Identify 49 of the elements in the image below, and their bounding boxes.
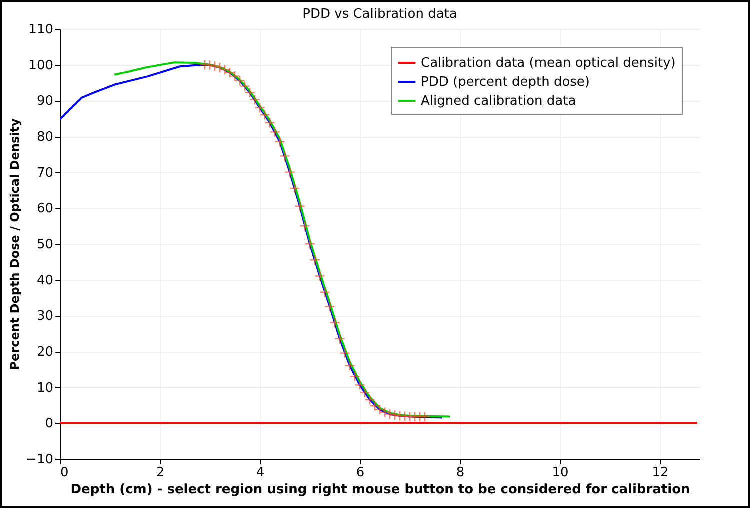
legend-label: Aligned calibration data bbox=[421, 94, 576, 109]
chart-title: PDD vs Calibration data bbox=[302, 7, 458, 22]
point bbox=[420, 411, 430, 422]
x-tick-label: 4 bbox=[256, 466, 265, 480]
y-tick-label: 100 bbox=[28, 58, 54, 74]
y-tick-label: 60 bbox=[36, 202, 54, 217]
point bbox=[210, 60, 220, 72]
point bbox=[390, 410, 400, 421]
legend-label: Calibration data (mean optical density) bbox=[421, 56, 676, 71]
y-tick-label: 40 bbox=[36, 273, 54, 288]
point bbox=[344, 360, 356, 372]
point bbox=[314, 270, 326, 282]
y-tick-label: 110 bbox=[28, 22, 54, 38]
point bbox=[204, 60, 216, 71]
y-tick-label: 20 bbox=[36, 345, 54, 360]
x-axis-title: Depth (cm) - select region using right mouse button to be considered for calibration bbox=[70, 482, 690, 498]
point bbox=[340, 348, 350, 359]
point bbox=[300, 220, 310, 232]
x-tick-label: 12 bbox=[652, 466, 669, 480]
point bbox=[294, 201, 306, 212]
y-tick-label: 80 bbox=[36, 130, 54, 145]
y-tick-label: −10 bbox=[26, 452, 54, 468]
y-tick-label: 0 bbox=[45, 416, 54, 432]
point bbox=[280, 150, 290, 162]
point bbox=[394, 410, 406, 422]
y-tick-label: 90 bbox=[36, 94, 54, 110]
y-tick-label: 10 bbox=[36, 380, 54, 396]
point bbox=[284, 166, 296, 178]
x-tick-label: 6 bbox=[356, 466, 365, 480]
point bbox=[310, 254, 320, 266]
point bbox=[320, 287, 330, 298]
point bbox=[324, 301, 336, 312]
x-tick-label: 2 bbox=[156, 466, 165, 480]
point bbox=[304, 238, 316, 250]
y-tick-label: 70 bbox=[36, 166, 54, 181]
x-tick-label: 0 bbox=[60, 466, 69, 480]
point bbox=[334, 334, 346, 344]
x-tick-label: 8 bbox=[456, 466, 465, 480]
point bbox=[290, 183, 300, 194]
y-tick-label: 50 bbox=[36, 238, 54, 252]
y-tick-label: 30 bbox=[36, 309, 54, 324]
point bbox=[330, 317, 340, 328]
legend-label: PDD (percent depth dose) bbox=[421, 75, 590, 90]
point bbox=[270, 126, 280, 138]
x-tick-label: 10 bbox=[552, 466, 569, 480]
point bbox=[200, 59, 210, 70]
point bbox=[274, 136, 286, 148]
point bbox=[350, 371, 360, 382]
y-axis-title: Percent Depth Dose / Optical Density bbox=[8, 118, 22, 370]
